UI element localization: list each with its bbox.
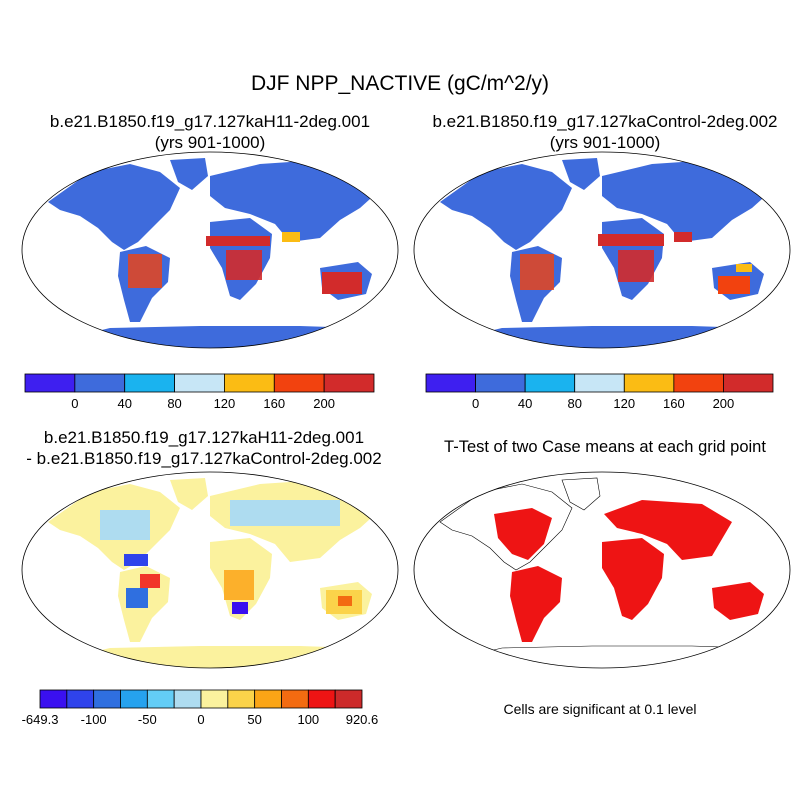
colorbar-box bbox=[173, 689, 202, 709]
map-ttest-border bbox=[413, 471, 791, 669]
greenland bbox=[170, 478, 208, 510]
north-america-outline bbox=[439, 483, 573, 571]
map-case2-border bbox=[413, 151, 791, 349]
panel-title-case1: b.e21.B1850.f19_g17.127kaH11-2deg.001 (y… bbox=[20, 111, 400, 153]
north-america bbox=[48, 164, 180, 250]
map-case1-border bbox=[21, 151, 399, 349]
colorbar-label: -649.3 bbox=[22, 712, 59, 727]
map-ttest-significant-cells bbox=[494, 500, 764, 642]
eurasia bbox=[210, 160, 380, 242]
sig-eurasia bbox=[604, 500, 732, 560]
map-diff-anomalies bbox=[100, 500, 362, 614]
colorbar-label: 200 bbox=[713, 396, 735, 411]
colorbar-box bbox=[93, 689, 121, 709]
map-case1 bbox=[21, 151, 399, 349]
map-case2-high-npp bbox=[520, 232, 752, 294]
colorbar-box bbox=[281, 689, 309, 709]
colorbar-label: 0 bbox=[197, 712, 204, 727]
colorbar-label: 100 bbox=[297, 712, 319, 727]
colorbar-label: 120 bbox=[214, 396, 236, 411]
map-case1-high-npp bbox=[128, 232, 362, 294]
panel-title-ttest: T-Test of two Case means at each grid po… bbox=[444, 438, 766, 456]
sig-north-america bbox=[494, 508, 552, 560]
colorbar-label: 160 bbox=[263, 396, 285, 411]
colorbar-label: 200 bbox=[313, 396, 335, 411]
colorbar-label: 80 bbox=[167, 396, 181, 411]
panel-title-case1-line2: (yrs 901-1000) bbox=[154, 133, 266, 152]
panel-title-case2: b.e21.B1850.f19_g17.127kaControl-2deg.00… bbox=[410, 111, 800, 153]
north-america bbox=[440, 164, 572, 250]
colorbar-box bbox=[723, 373, 774, 393]
map-diff bbox=[21, 471, 399, 669]
greenland-outline bbox=[561, 477, 601, 511]
greenland bbox=[562, 158, 600, 190]
panel-title-case2-line2: (yrs 901-1000) bbox=[549, 133, 661, 152]
eurasia bbox=[602, 160, 772, 242]
colorbar-label: -100 bbox=[81, 712, 107, 727]
figure-title: DJF NPP_NACTIVE (gC/m^2/y) bbox=[250, 72, 550, 95]
sig-south-america bbox=[510, 566, 562, 642]
sig-australia bbox=[712, 582, 764, 620]
colorbar-label: 40 bbox=[117, 396, 131, 411]
colorbar-label: 40 bbox=[518, 396, 532, 411]
colorbar-box bbox=[66, 689, 95, 709]
sig-africa bbox=[602, 538, 664, 620]
significance-note: Cells are significant at 0.1 level bbox=[503, 701, 697, 717]
colorbar-box bbox=[323, 373, 375, 393]
colorbar-label: -50 bbox=[138, 712, 157, 727]
panel-title-diff-line2: - b.e21.B1850.f19_g17.127kaControl-2deg.… bbox=[26, 449, 382, 468]
map-case2 bbox=[413, 151, 791, 349]
colorbar-label: 0 bbox=[472, 396, 479, 411]
panel-title-diff-line1: b.e21.B1850.f19_g17.127kaH11-2deg.001 bbox=[43, 428, 365, 447]
colorbar-box bbox=[334, 689, 363, 709]
colorbar-box bbox=[120, 689, 148, 709]
panel-title-case2-line1: b.e21.B1850.f19_g17.127kaControl-2deg.00… bbox=[432, 112, 778, 131]
map-diff-border bbox=[21, 471, 399, 669]
colorbar-box bbox=[307, 689, 336, 709]
colorbar-label: 120 bbox=[613, 396, 635, 411]
colorbar-label: 920.6 bbox=[346, 712, 379, 727]
colorbar-box bbox=[146, 689, 175, 709]
panel-title-case1-line1: b.e21.B1850.f19_g17.127kaH11-2deg.001 bbox=[49, 112, 371, 131]
colorbar-box bbox=[200, 689, 229, 709]
map-ttest bbox=[413, 471, 791, 669]
colorbar-label: 50 bbox=[247, 712, 261, 727]
colorbar-label: 160 bbox=[663, 396, 685, 411]
colorbar-label: 0 bbox=[71, 396, 78, 411]
colorbar-label: 80 bbox=[567, 396, 581, 411]
colorbar-box bbox=[227, 689, 256, 709]
panel-title-diff: b.e21.B1850.f19_g17.127kaH11-2deg.001 - … bbox=[8, 427, 400, 469]
colorbar-box bbox=[39, 689, 68, 709]
colorbar-box bbox=[254, 689, 282, 709]
greenland bbox=[170, 158, 208, 190]
